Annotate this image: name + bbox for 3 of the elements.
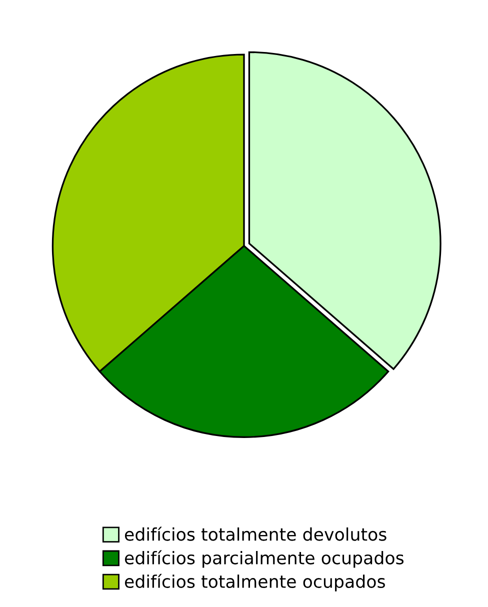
legend-label: edifícios totalmente ocupados — [124, 574, 385, 592]
legend-label: edifícios totalmente devolutos — [124, 526, 386, 541]
legend-label: edifícios parcialmente ocupados — [124, 550, 404, 568]
